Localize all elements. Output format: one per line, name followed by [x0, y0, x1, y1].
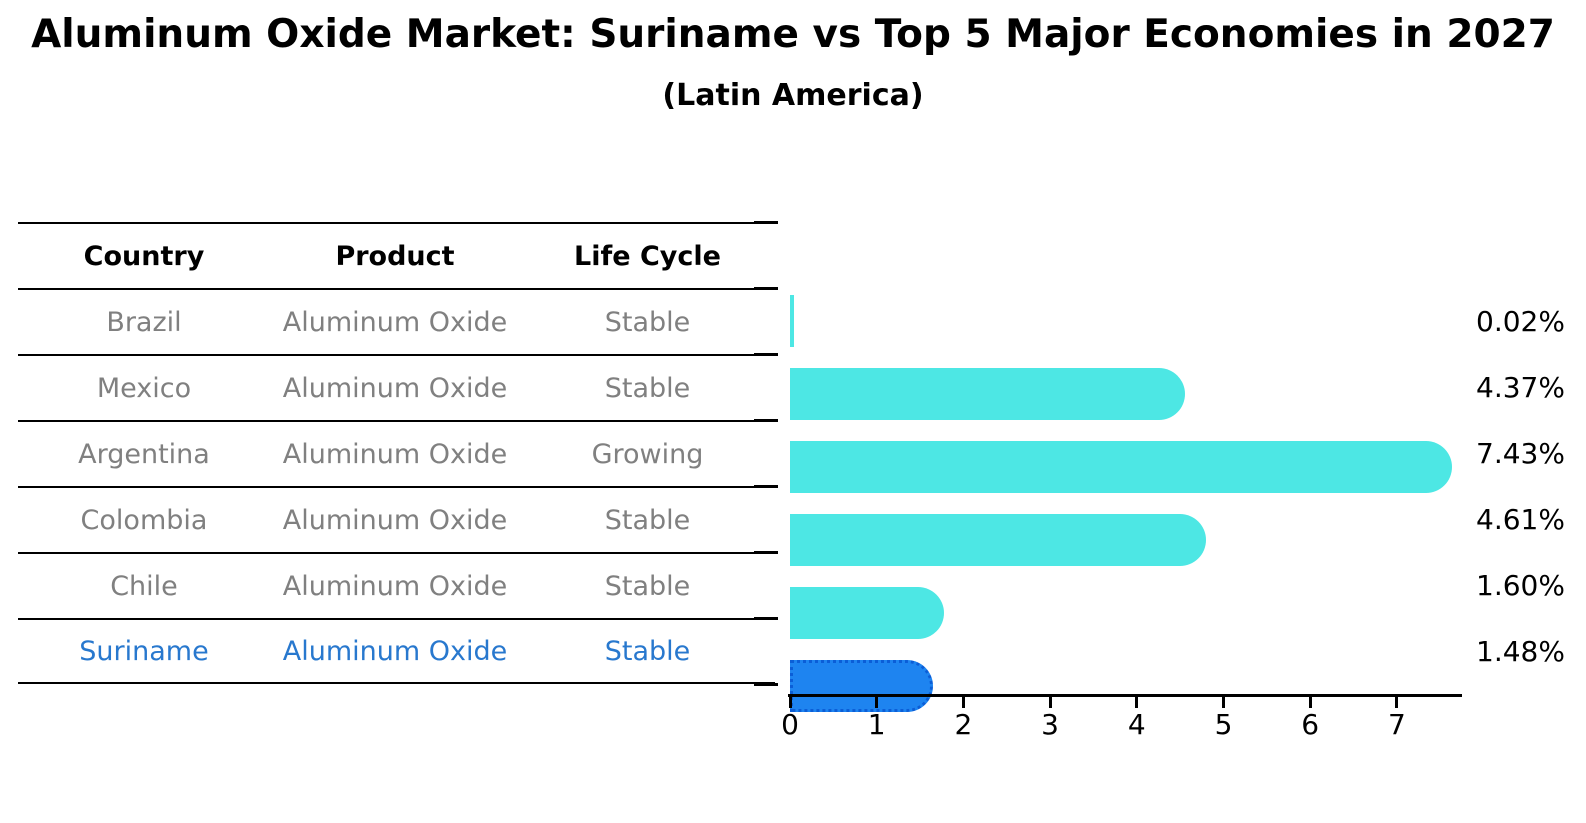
- x-axis-tick: [875, 697, 879, 708]
- table-header-row: Country Product Life Cycle: [18, 222, 775, 288]
- bar-brazil: [790, 295, 794, 347]
- cell-country: Suriname: [79, 635, 209, 667]
- cell-country: Chile: [110, 570, 178, 602]
- x-axis-tick-label: 6: [1301, 708, 1320, 741]
- bar-colombia: [790, 514, 1207, 566]
- bar-row: [790, 441, 1462, 507]
- table-row-chile: Chile Aluminum Oxide Stable: [18, 552, 775, 618]
- table-row-brazil: Brazil Aluminum Oxide Stable: [18, 288, 775, 354]
- bar-value-labels: 0.02% 4.37% 7.43% 4.61% 1.60% 1.48%: [1476, 288, 1565, 684]
- x-axis-tick: [1395, 697, 1399, 708]
- column-header-product: Product: [335, 240, 455, 272]
- bar-value-label: 0.02%: [1476, 304, 1565, 338]
- x-axis-tick: [788, 697, 792, 708]
- y-axis-tick: [754, 287, 778, 290]
- bar-value-label: 7.43%: [1476, 436, 1565, 470]
- x-axis-tick: [1222, 697, 1225, 708]
- x-axis-tick-label: 3: [1041, 708, 1059, 741]
- x-axis-tick-label: 0: [781, 708, 799, 741]
- bar-row: [790, 660, 1462, 726]
- cell-life-cycle: Stable: [604, 635, 691, 667]
- bar-value-label: 4.61%: [1476, 502, 1565, 536]
- bar-value-label: 4.37%: [1476, 370, 1565, 404]
- bar-argentina: [790, 441, 1453, 493]
- x-axis-tick: [961, 697, 965, 708]
- chart-title: Aluminum Oxide Market: Suriname vs Top 5…: [31, 12, 1555, 57]
- table-row-suriname: Suriname Aluminum Oxide Stable: [18, 618, 775, 684]
- x-axis-tick-label: 4: [1127, 708, 1146, 741]
- x-axis-tick: [1308, 697, 1312, 708]
- table-row-colombia: Colombia Aluminum Oxide Stable: [18, 486, 775, 552]
- y-axis-tick: [754, 683, 778, 686]
- x-axis-tick: [1048, 697, 1052, 708]
- column-header-country: Country: [83, 240, 205, 272]
- table-body: Brazil Aluminum Oxide Stable Mexico Aluminum…: [18, 288, 775, 684]
- table-row-argentina: Argentina Aluminum Oxide Growing: [18, 420, 775, 486]
- table-row-mexico: Mexico Aluminum Oxide Stable: [18, 354, 775, 420]
- cell-life-cycle: Growing: [591, 438, 704, 470]
- y-axis-tick: [754, 353, 778, 356]
- cell-life-cycle: Stable: [604, 570, 691, 602]
- bar-row: [790, 587, 1462, 653]
- cell-product: Aluminum Oxide: [282, 438, 508, 470]
- bar-row: [790, 514, 1462, 580]
- bar-row: [790, 295, 1462, 361]
- x-axis-tick-label: 5: [1214, 708, 1233, 741]
- cell-country: Mexico: [96, 372, 192, 404]
- column-header-lifecycle: Life Cycle: [574, 240, 721, 272]
- y-axis-tick: [754, 551, 778, 554]
- bar-chile: [790, 587, 944, 639]
- cell-life-cycle: Stable: [604, 306, 691, 338]
- bar-suriname: [790, 660, 934, 712]
- cell-country: Argentina: [78, 438, 210, 470]
- cell-country: Brazil: [106, 306, 182, 338]
- cell-life-cycle: Stable: [604, 372, 691, 404]
- cell-product: Aluminum Oxide: [282, 372, 508, 404]
- y-axis-tick: [754, 485, 778, 488]
- x-axis-tick-label: 1: [867, 708, 886, 741]
- bar-value-label: 1.60%: [1476, 568, 1565, 602]
- x-axis-tick-label: 2: [954, 708, 973, 741]
- y-axis-tick: [754, 419, 778, 422]
- bar-mexico: [790, 368, 1186, 420]
- cell-life-cycle: Stable: [604, 504, 691, 536]
- y-axis-tick: [754, 221, 778, 224]
- country-table: Country Product Life Cycle Brazil Aluminu…: [18, 222, 775, 684]
- x-axis-tick-label: 7: [1387, 708, 1406, 741]
- cell-product: Aluminum Oxide: [282, 504, 508, 536]
- bar-value-label: 1.48%: [1476, 634, 1565, 668]
- bar-row: [790, 368, 1462, 434]
- chart-subtitle: (Latin America): [662, 78, 924, 113]
- y-axis-tick: [754, 617, 778, 620]
- cell-product: Aluminum Oxide: [282, 306, 508, 338]
- cell-product: Aluminum Oxide: [282, 635, 508, 667]
- cell-country: Colombia: [80, 504, 208, 536]
- bar-plot-area: [790, 288, 1462, 726]
- x-axis-tick: [1135, 697, 1139, 708]
- x-axis-line: [788, 694, 1462, 697]
- cell-product: Aluminum Oxide: [282, 570, 508, 602]
